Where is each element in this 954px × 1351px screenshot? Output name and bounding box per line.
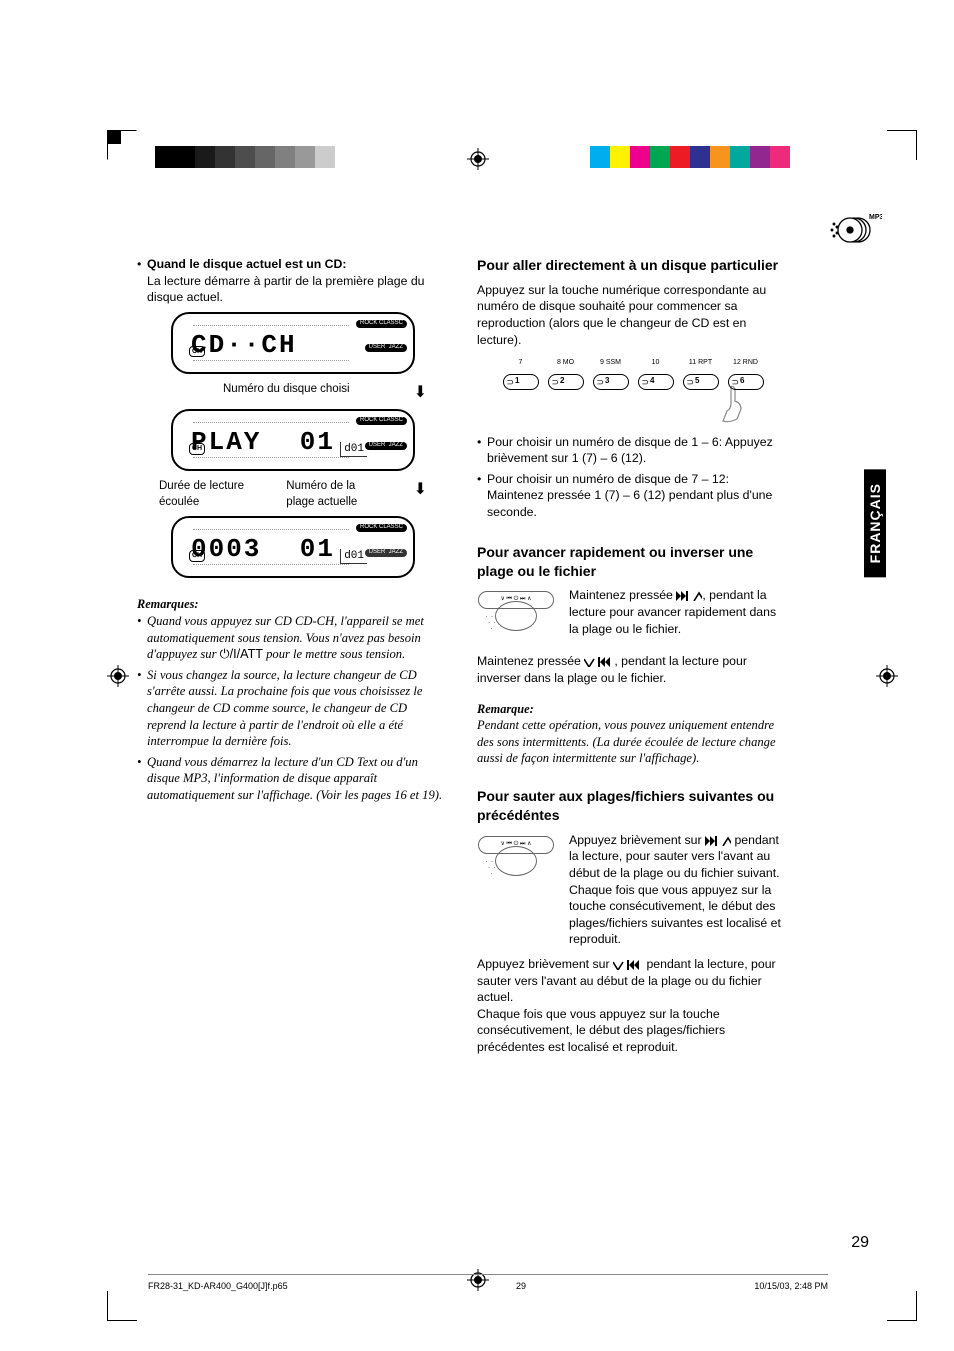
section-heading: Pour sauter aux plages/fichiers suivante… bbox=[477, 787, 789, 825]
registration-target-icon bbox=[876, 665, 898, 687]
number-button: 6 bbox=[728, 374, 764, 390]
remark-item: Quand vous appuyez sur CD CD-CH, l'appar… bbox=[147, 613, 449, 663]
number-button: 2 bbox=[548, 374, 584, 390]
page-content: •Quand le disque actuel est un CD:La lec… bbox=[137, 148, 817, 1056]
left-column: •Quand le disque actuel est un CD:La lec… bbox=[137, 256, 449, 1056]
remark-item: Si vous changez la source, la lecture ch… bbox=[147, 667, 449, 750]
list-item: Pour choisir un numéro de disque de 1 – … bbox=[487, 434, 789, 467]
fast-forward-icon bbox=[676, 591, 702, 601]
body-text: Maintenez pressée , pendant la lecture p… bbox=[477, 653, 789, 686]
crop-mark bbox=[107, 1291, 137, 1321]
body-text: Appuyez brièvement sur pendant la lectur… bbox=[569, 832, 789, 948]
ch-badge: CH bbox=[189, 346, 205, 357]
number-button-row: 123456 bbox=[477, 374, 789, 390]
caption: Numéro de la plage actuelle bbox=[286, 479, 376, 510]
lcd-display-3: 0003 01 d01 CH ROCK CLASSCUSER JAZZ bbox=[171, 516, 415, 578]
button-top-labels: 7 8 MO 9 SSM 10 11 RPT 12 RND bbox=[477, 358, 789, 367]
footer: FR28-31_KD-AR400_G400[J]f.p65 29 10/15/0… bbox=[148, 1274, 828, 1291]
remarks-heading: Remarques: bbox=[137, 596, 449, 613]
mp3-disc-icon: MP3 bbox=[826, 210, 882, 251]
button-secondary-label: 9 SSM bbox=[593, 358, 629, 367]
lcd-main-text: CD··CH bbox=[191, 328, 297, 363]
lcd-display-2: PLAY 01 d01 CH ROCK CLASSCUSER JAZZ bbox=[171, 409, 415, 471]
body-text: Maintenez pressée , pendant la lecture p… bbox=[569, 587, 789, 637]
right-column: Pour aller directement à un disque parti… bbox=[477, 256, 789, 1056]
number-button: 4 bbox=[638, 374, 674, 390]
down-arrow-icon: ⬇ bbox=[414, 479, 427, 501]
lcd-display-1: CD··CH CH ROCK CLASSCUSER JAZZ bbox=[171, 312, 415, 374]
footer-page: 29 bbox=[516, 1281, 526, 1291]
crop-mark bbox=[887, 1291, 917, 1321]
control-pad-illustration: ∨ ⏮ ⏻ ⏭ ∧· · · · · bbox=[477, 836, 557, 892]
language-tab: FRANÇAIS bbox=[864, 469, 886, 577]
finger-press-icon bbox=[717, 385, 747, 425]
number-button: 5 bbox=[683, 374, 719, 390]
next-track-icon bbox=[705, 836, 731, 846]
section-heading: Pour avancer rapidement ou inverser une … bbox=[477, 543, 789, 581]
lcd-main-text: 01 bbox=[300, 425, 335, 460]
body-text: Quand le disque actuel est un CD: bbox=[147, 257, 347, 271]
caption: Durée de lecture écoulée bbox=[159, 479, 249, 510]
section-heading: Pour aller directement à un disque parti… bbox=[477, 256, 789, 275]
list-item: Pour choisir un numéro de disque de 7 – … bbox=[487, 471, 789, 521]
prev-track-icon bbox=[613, 960, 643, 970]
body-text: La lecture démarre à partir de la premiè… bbox=[147, 274, 425, 305]
svg-text:MP3: MP3 bbox=[869, 214, 882, 221]
body-text: Appuyez brièvement sur pendant la lectur… bbox=[477, 956, 789, 1056]
crop-mark bbox=[107, 130, 137, 160]
remark-item: Pendant cette opération, vous pouvez uni… bbox=[477, 717, 789, 767]
button-secondary-label: 8 MO bbox=[548, 358, 584, 367]
page-number: 29 bbox=[851, 1234, 869, 1252]
button-secondary-label: 12 RND bbox=[728, 358, 764, 367]
number-button: 3 bbox=[593, 374, 629, 390]
button-secondary-label: 7 bbox=[503, 358, 539, 367]
footer-date: 10/15/03, 2:48 PM bbox=[754, 1281, 828, 1291]
button-secondary-label: 11 RPT bbox=[683, 358, 719, 367]
caption: Numéro du disque choisi bbox=[223, 382, 350, 398]
down-arrow-icon: ⬇ bbox=[414, 382, 427, 404]
registration-target-icon bbox=[107, 665, 129, 687]
remark-item: Quand vous démarrez la lecture d'un CD T… bbox=[147, 754, 449, 804]
lcd-main-text: 01 bbox=[300, 532, 335, 567]
rewind-icon bbox=[584, 657, 614, 667]
body-text: Appuyez sur la touche numérique correspo… bbox=[477, 282, 789, 348]
control-pad-illustration: ∨ ⏮ ⏻ ⏭ ∧· · · · · bbox=[477, 591, 557, 647]
crop-mark bbox=[887, 130, 917, 160]
footer-filename: FR28-31_KD-AR400_G400[J]f.p65 bbox=[148, 1281, 288, 1291]
button-secondary-label: 10 bbox=[638, 358, 674, 367]
remarks-heading: Remarque: bbox=[477, 701, 789, 718]
number-button: 1 bbox=[503, 374, 539, 390]
